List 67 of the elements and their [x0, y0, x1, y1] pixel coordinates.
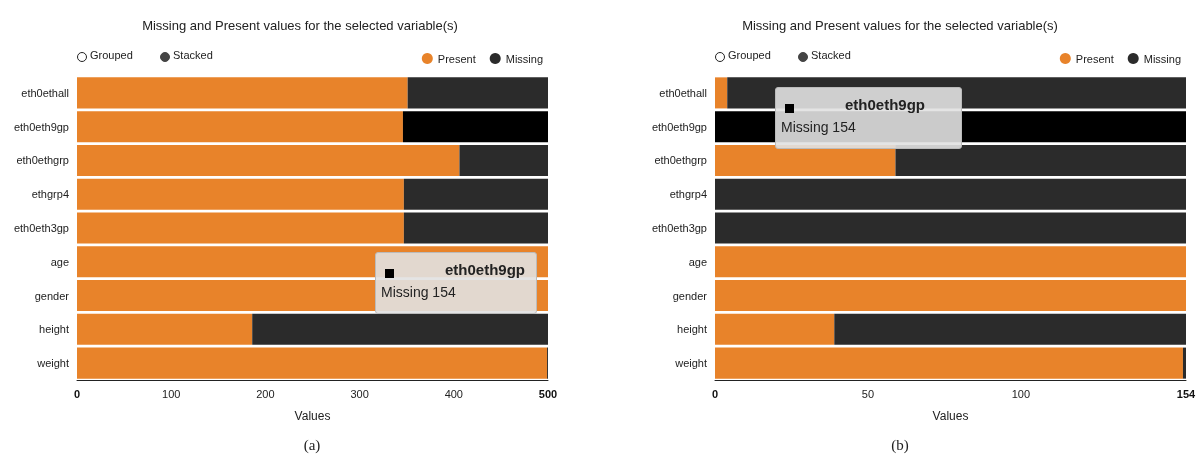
bar	[715, 347, 1183, 379]
x-tick-label: 500	[538, 387, 558, 400]
y-tick-label: gender	[34, 289, 70, 302]
x-tick-label: 0	[711, 387, 719, 400]
bar	[715, 77, 728, 109]
bar	[459, 144, 548, 176]
y-tick-label: eth0eth3gp	[651, 222, 707, 234]
y-tick-label: height	[677, 323, 707, 336]
x-tick-label: 154	[1176, 387, 1197, 400]
x-tick-label: 300	[350, 387, 369, 400]
y-tick-label: gender	[672, 289, 708, 302]
annotation: Missing 154	[381, 284, 456, 300]
bar	[834, 313, 1186, 345]
y-tick-label: weight	[36, 357, 69, 370]
y-tick-label: ethgrp4	[669, 188, 707, 201]
y-tick-label: eth0ethgrp	[16, 154, 69, 167]
x-tick-label: 100	[1011, 387, 1031, 400]
chart-title: Missing and Present values for the selected variable(s)	[742, 18, 1058, 33]
y-tick-label: ethgrp4	[31, 188, 69, 201]
x-axis-title: Values	[294, 409, 331, 423]
text: Stacked	[811, 49, 851, 61]
y-tick-label: eth0eth9gp	[651, 120, 707, 133]
annotation: eth0eth9gp	[445, 261, 526, 278]
chart-title: Missing and Present values for the selected variable(s)	[142, 18, 458, 33]
text: Grouped	[90, 49, 133, 61]
y-tick-label: eth0ethgrp	[654, 154, 707, 167]
annotation: eth0eth9gp	[845, 96, 926, 113]
bar	[403, 178, 548, 210]
text: Stacked	[173, 49, 213, 61]
bar	[715, 178, 1186, 210]
legend-label: Present	[437, 52, 476, 65]
bar	[77, 111, 403, 143]
y-tick-label: weight	[674, 357, 707, 370]
bar	[402, 111, 548, 143]
x-tick-label: 100	[162, 387, 181, 400]
text: (a)	[302, 437, 322, 454]
bar	[715, 280, 1186, 312]
bar	[715, 313, 835, 345]
bar	[77, 144, 460, 176]
x-tick-label: 0	[73, 387, 81, 400]
bar	[715, 212, 1186, 244]
text: (b)	[890, 437, 910, 454]
bar	[715, 246, 1186, 278]
y-tick-label: eth0eth9gp	[13, 120, 69, 133]
x-tick-label: 200	[256, 387, 275, 400]
y-tick-label: age	[50, 255, 69, 268]
legend-label: Present	[1075, 52, 1114, 65]
y-tick-label: eth0ethall	[659, 86, 707, 99]
bar	[77, 313, 253, 345]
x-axis-title: Values	[932, 409, 969, 423]
text: Grouped	[728, 49, 771, 61]
legend-label: Missing	[505, 52, 544, 65]
y-tick-label: eth0eth3gp	[13, 222, 69, 234]
y-tick-label: eth0ethall	[21, 86, 69, 99]
legend-label: Missing	[1143, 52, 1182, 65]
y-tick-label: age	[688, 255, 707, 268]
bar	[895, 144, 1186, 176]
bar	[77, 77, 408, 109]
x-tick-label: 50	[861, 387, 875, 400]
bar	[407, 77, 548, 109]
bar	[403, 212, 548, 244]
x-tick-label: 400	[444, 387, 463, 400]
bar	[77, 212, 404, 244]
bar	[77, 347, 548, 379]
annotation: Missing 154	[781, 119, 856, 135]
bar	[77, 178, 404, 210]
y-tick-label: height	[39, 323, 69, 336]
